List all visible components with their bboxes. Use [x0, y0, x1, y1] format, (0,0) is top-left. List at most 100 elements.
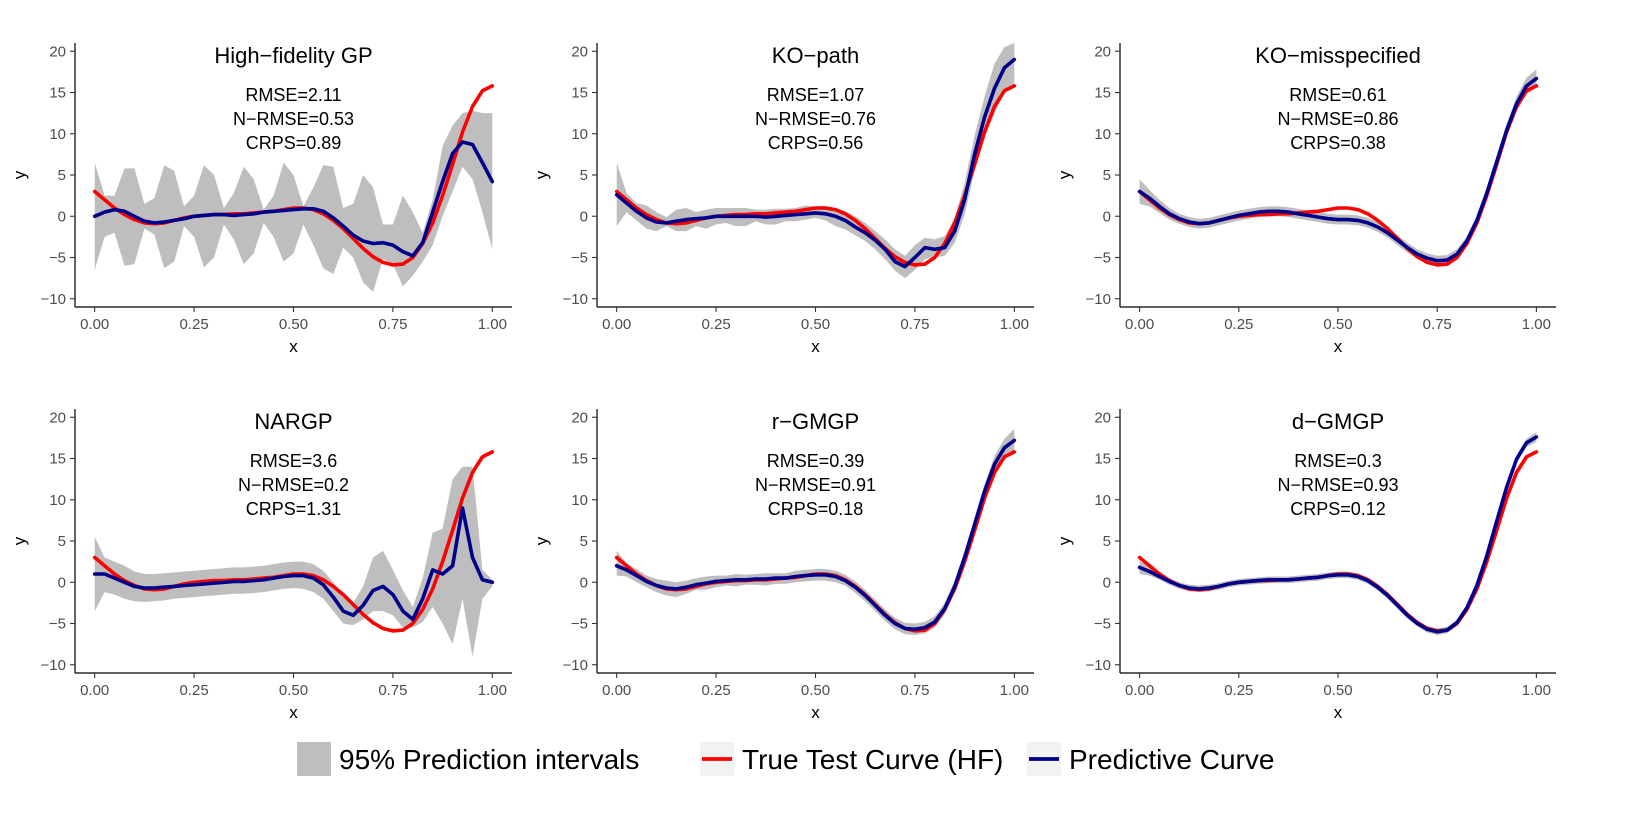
y-axis-title: y: [10, 536, 29, 545]
y-tick-label: 5: [1103, 167, 1111, 184]
metric-label: CRPS=0.89: [246, 133, 342, 153]
panel-title: KO−path: [772, 43, 859, 68]
legend-label: 95% Prediction intervals: [339, 744, 639, 775]
metric-label: CRPS=0.56: [768, 133, 864, 153]
x-tick-label: 0.25: [179, 682, 208, 699]
x-tick-label: 1.00: [1000, 682, 1029, 699]
y-axis-title: y: [532, 536, 551, 545]
true-test-curve: [614, 84, 1017, 267]
y-tick-label: −10: [563, 657, 588, 674]
predictive-curve: [614, 57, 1017, 269]
x-tick-label: 0.50: [1323, 316, 1352, 333]
y-axis-title: y: [532, 170, 551, 179]
legend-item: Predictive Curve: [1027, 742, 1274, 776]
y-tick-label: −10: [41, 657, 66, 674]
prediction-interval-band: [94, 466, 493, 657]
metric-label: CRPS=1.31: [246, 499, 342, 519]
y-tick-label: 15: [571, 85, 588, 102]
y-tick-label: −5: [49, 250, 66, 267]
y-tick-label: −5: [571, 616, 588, 633]
x-tick-label: 0.50: [279, 682, 308, 699]
y-tick-label: 10: [571, 492, 588, 509]
x-tick-label: 1.00: [1522, 316, 1551, 333]
legend-item: 95% Prediction intervals: [297, 742, 639, 776]
metric-label: N−RMSE=0.91: [755, 475, 876, 495]
x-tick-label: 0.00: [1125, 316, 1154, 333]
y-tick-label: 0: [1103, 208, 1111, 225]
x-tick-label: 0.00: [1125, 682, 1154, 699]
y-tick-label: 5: [580, 167, 588, 184]
legend: 95% Prediction intervals True Test Curve …: [297, 742, 1274, 776]
x-axis-title: x: [1334, 337, 1343, 356]
x-axis-title: x: [811, 337, 820, 356]
x-tick-label: 0.00: [80, 682, 109, 699]
x-tick-label: 0.00: [80, 316, 109, 333]
x-axis-title: x: [811, 703, 820, 722]
y-tick-label: −10: [41, 291, 66, 308]
y-tick-label: −5: [49, 616, 66, 633]
metric-label: N−RMSE=0.76: [755, 109, 876, 129]
metric-label: RMSE=0.3: [1294, 451, 1382, 471]
y-tick-label: 10: [1094, 492, 1111, 509]
x-tick-label: 1.00: [478, 316, 507, 333]
prediction-interval-band: [616, 43, 1015, 279]
x-axis-title: x: [289, 703, 298, 722]
x-tick-label: 0.75: [900, 316, 929, 333]
panel-3: 0.00 0.25 0.50 0.75 1.00 −10 −5 0 5 10 15 20 x y KO−mi…: [1055, 43, 1556, 356]
y-tick-label: −10: [1086, 291, 1111, 308]
y-tick-label: 10: [1094, 126, 1111, 143]
x-tick-label: 0.75: [378, 682, 407, 699]
x-tick-label: 0.25: [1224, 316, 1253, 333]
y-tick-label: −10: [563, 291, 588, 308]
panel-title: r−GMGP: [772, 409, 859, 434]
y-tick-label: 5: [1103, 533, 1111, 550]
x-tick-label: 0.00: [602, 316, 631, 333]
y-axis-title: y: [1055, 170, 1074, 179]
y-tick-label: 0: [580, 574, 588, 591]
x-tick-label: 0.75: [1423, 316, 1452, 333]
panel-title: NARGP: [254, 409, 332, 434]
y-tick-label: 0: [58, 574, 66, 591]
predictive-curve: [1137, 76, 1539, 263]
x-tick-label: 1.00: [478, 682, 507, 699]
x-tick-label: 1.00: [1522, 682, 1551, 699]
y-tick-label: −5: [571, 250, 588, 267]
x-tick-label: 0.50: [801, 682, 830, 699]
predictive-curve: [614, 438, 1017, 632]
y-tick-label: 0: [58, 208, 66, 225]
x-tick-label: 0.50: [801, 316, 830, 333]
panel-2: 0.00 0.25 0.50 0.75 1.00 −10 −5 0 5 10 15 20 x y KO−pa…: [532, 43, 1034, 356]
metric-label: N−RMSE=0.86: [1277, 109, 1398, 129]
panel-title: KO−misspecified: [1255, 43, 1421, 68]
y-tick-label: 20: [49, 43, 66, 60]
y-axis-title: y: [1055, 536, 1074, 545]
y-tick-label: 15: [49, 451, 66, 468]
legend-label: Predictive Curve: [1069, 744, 1274, 775]
metric-label: N−RMSE=0.2: [238, 475, 349, 495]
metric-label: RMSE=1.07: [767, 85, 865, 105]
x-tick-label: 0.25: [701, 682, 730, 699]
y-tick-label: 20: [49, 409, 66, 426]
y-tick-label: 10: [571, 126, 588, 143]
panel-5: 0.00 0.25 0.50 0.75 1.00 −10 −5 0 5 10 15 20 x y r−GMG…: [532, 409, 1034, 722]
y-tick-label: −5: [1094, 616, 1111, 633]
x-tick-label: 0.75: [378, 316, 407, 333]
y-tick-label: 0: [580, 208, 588, 225]
metric-label: CRPS=0.12: [1290, 499, 1386, 519]
x-tick-label: 0.50: [1323, 682, 1352, 699]
legend-key-band: [297, 742, 331, 776]
x-tick-label: 0.00: [602, 682, 631, 699]
y-tick-label: 20: [571, 409, 588, 426]
metric-label: RMSE=3.6: [250, 451, 338, 471]
metric-label: N−RMSE=0.53: [233, 109, 354, 129]
y-tick-label: 15: [49, 85, 66, 102]
legend-item: True Test Curve (HF): [700, 742, 1003, 776]
x-tick-label: 1.00: [1000, 316, 1029, 333]
metric-label: CRPS=0.18: [768, 499, 864, 519]
x-axis-title: x: [1334, 703, 1343, 722]
y-tick-label: 20: [1094, 409, 1111, 426]
metric-label: RMSE=0.61: [1289, 85, 1387, 105]
x-axis-title: x: [289, 337, 298, 356]
x-tick-label: 0.75: [1423, 682, 1452, 699]
